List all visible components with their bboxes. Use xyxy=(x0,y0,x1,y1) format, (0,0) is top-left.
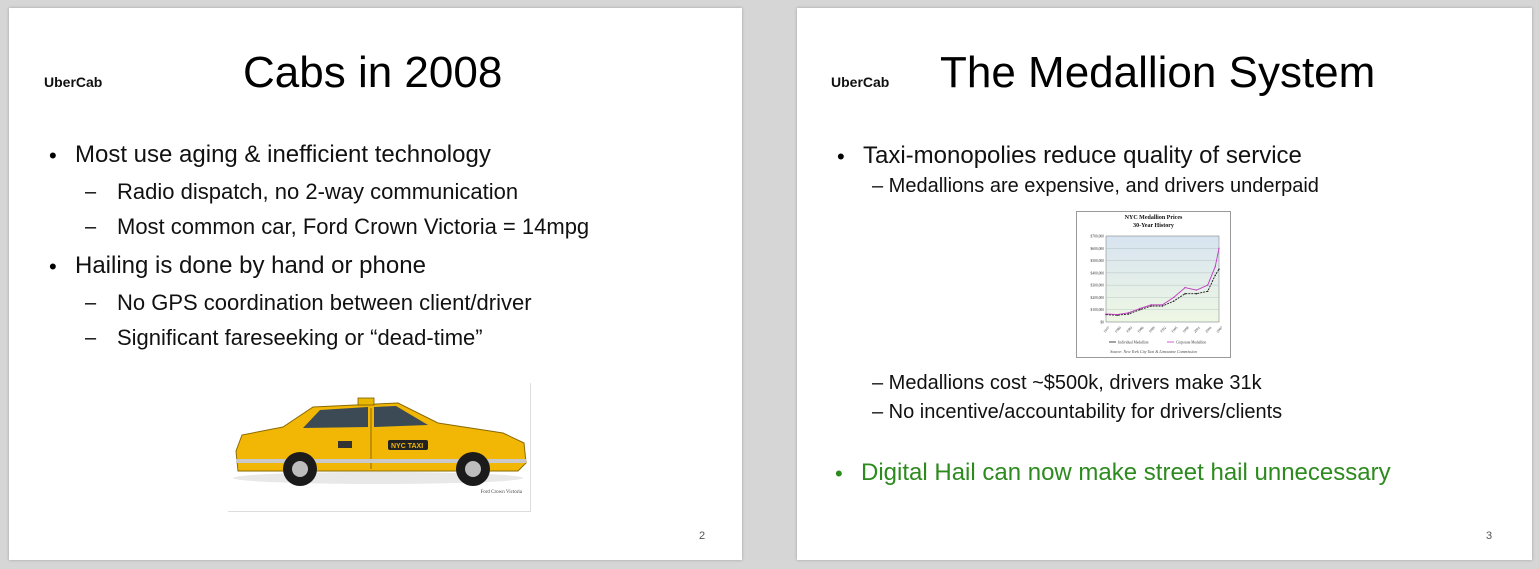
dash-marker: – xyxy=(85,292,97,314)
x-tick-label: 1980 xyxy=(1114,326,1122,334)
bullet-dot: • xyxy=(837,144,845,169)
x-tick-label: 2007 xyxy=(1216,326,1224,334)
data-point xyxy=(1214,274,1216,277)
image-caption: Ford Crown Victoria xyxy=(480,490,522,495)
page-number: 3 xyxy=(1486,530,1493,542)
dash-marker: – xyxy=(85,216,97,238)
dash-marker: – xyxy=(85,181,97,203)
data-point xyxy=(1207,290,1209,292)
data-point xyxy=(1184,286,1186,289)
sub-bullet-2-2: Significant fareseeking or “dead-time” xyxy=(117,325,483,350)
x-tick-label: 1983 xyxy=(1125,326,1133,334)
data-point xyxy=(1214,266,1216,268)
data-point xyxy=(1150,305,1152,307)
sub-bullet-1-1: Radio dispatch, no 2-way communication xyxy=(117,179,519,204)
ubercab-logo: UberCab xyxy=(44,74,103,90)
slide-medallion-system: UberCab The Medallion System • Taxi-mono… xyxy=(797,8,1532,560)
slide-title: Cabs in 2008 xyxy=(243,48,503,97)
data-point xyxy=(1150,304,1152,306)
chart-source: Source: New York City Taxi & Limousine C… xyxy=(1110,349,1197,354)
y-tick-label: $700,000 xyxy=(1091,235,1105,240)
data-point xyxy=(1127,312,1130,314)
bullet-dot: • xyxy=(49,254,57,279)
x-tick-label: 1998 xyxy=(1182,326,1190,334)
data-point xyxy=(1218,247,1220,249)
y-tick-label: $500,000 xyxy=(1091,259,1105,264)
x-tick-label: 1989 xyxy=(1148,326,1156,334)
data-point xyxy=(1127,313,1130,315)
data-point xyxy=(1218,268,1220,270)
data-point xyxy=(1207,284,1209,286)
data-point xyxy=(1173,296,1175,299)
bullet-dot: • xyxy=(49,143,57,168)
series-line xyxy=(1105,248,1220,316)
data-point xyxy=(1105,313,1107,315)
data-point xyxy=(1195,293,1198,295)
bullet-2: Hailing is done by hand or phone xyxy=(75,252,426,279)
data-point xyxy=(1195,289,1198,291)
sub-bullet-3: – No incentive/accountability for driver… xyxy=(872,401,1283,423)
plot-area xyxy=(1105,235,1220,323)
y-tick-label: $600,000 xyxy=(1091,247,1105,252)
y-tick-label: $100,000 xyxy=(1091,308,1105,313)
digital-hail-bullet: Digital Hail can now make street hail un… xyxy=(861,459,1391,486)
taxi-door-text: NYC TAXI xyxy=(391,443,423,450)
legend-label: Individual Medallion xyxy=(1118,340,1149,344)
taxi-car-illustration: NYC TAXI xyxy=(233,397,527,486)
x-tick-label: 1992 xyxy=(1159,326,1167,334)
data-point xyxy=(1139,307,1141,310)
legend-label: Corporate Medallion xyxy=(1176,340,1206,344)
bullet-1: Taxi-monopolies reduce quality of servic… xyxy=(863,142,1302,169)
sub-bullet-2: – Medallions cost ~$500k, drivers make 3… xyxy=(872,372,1262,394)
y-tick-label: $200,000 xyxy=(1091,296,1105,301)
ubercab-logo: UberCab xyxy=(831,74,890,90)
slide-cabs-2008: UberCab Cabs in 2008 • Most use aging & … xyxy=(9,8,742,560)
data-point xyxy=(1139,309,1141,311)
data-point xyxy=(1161,305,1164,307)
chart-title: NYC Medallion Prices xyxy=(1124,215,1183,221)
y-tick-label: $300,000 xyxy=(1091,284,1105,289)
chart-plot: $0 $100,000 $200,000 $300,000 $400,000 $500,0… xyxy=(1091,235,1224,345)
chart-subtitle: 30-Year History xyxy=(1133,223,1174,229)
medallion-price-chart: NYC Medallion Prices 30-Year History $0 $… xyxy=(1076,211,1231,358)
y-tick-label: $0 xyxy=(1100,321,1104,325)
data-point xyxy=(1173,300,1175,302)
taxi-image: NYC TAXI Ford Crown Victoria xyxy=(228,383,531,512)
page-number: 2 xyxy=(699,530,706,542)
slide-title: The Medallion System xyxy=(940,48,1376,97)
sub-bullet-1-2: Most common car, Ford Crown Victoria = 1… xyxy=(117,214,590,239)
bullet-1: Most use aging & inefficient technology xyxy=(75,141,491,168)
bullet-dot-green: • xyxy=(835,461,843,486)
data-point xyxy=(1116,313,1118,316)
x-tick-label: 2001 xyxy=(1193,326,1201,334)
sub-bullet-1: – Medallions are expensive, and drivers … xyxy=(872,175,1319,197)
data-point xyxy=(1161,304,1164,306)
x-tick-label: 1995 xyxy=(1171,326,1179,334)
sub-bullet-2-1: No GPS coordination between client/drive… xyxy=(117,290,532,315)
series-line xyxy=(1105,268,1220,316)
dash-marker: – xyxy=(85,327,97,349)
y-tick-label: $400,000 xyxy=(1091,271,1105,276)
x-tick-label: 1977 xyxy=(1103,326,1111,334)
data-point xyxy=(1184,293,1186,295)
x-tick-label: 2004 xyxy=(1204,326,1212,334)
x-tick-label: 1986 xyxy=(1137,326,1145,334)
